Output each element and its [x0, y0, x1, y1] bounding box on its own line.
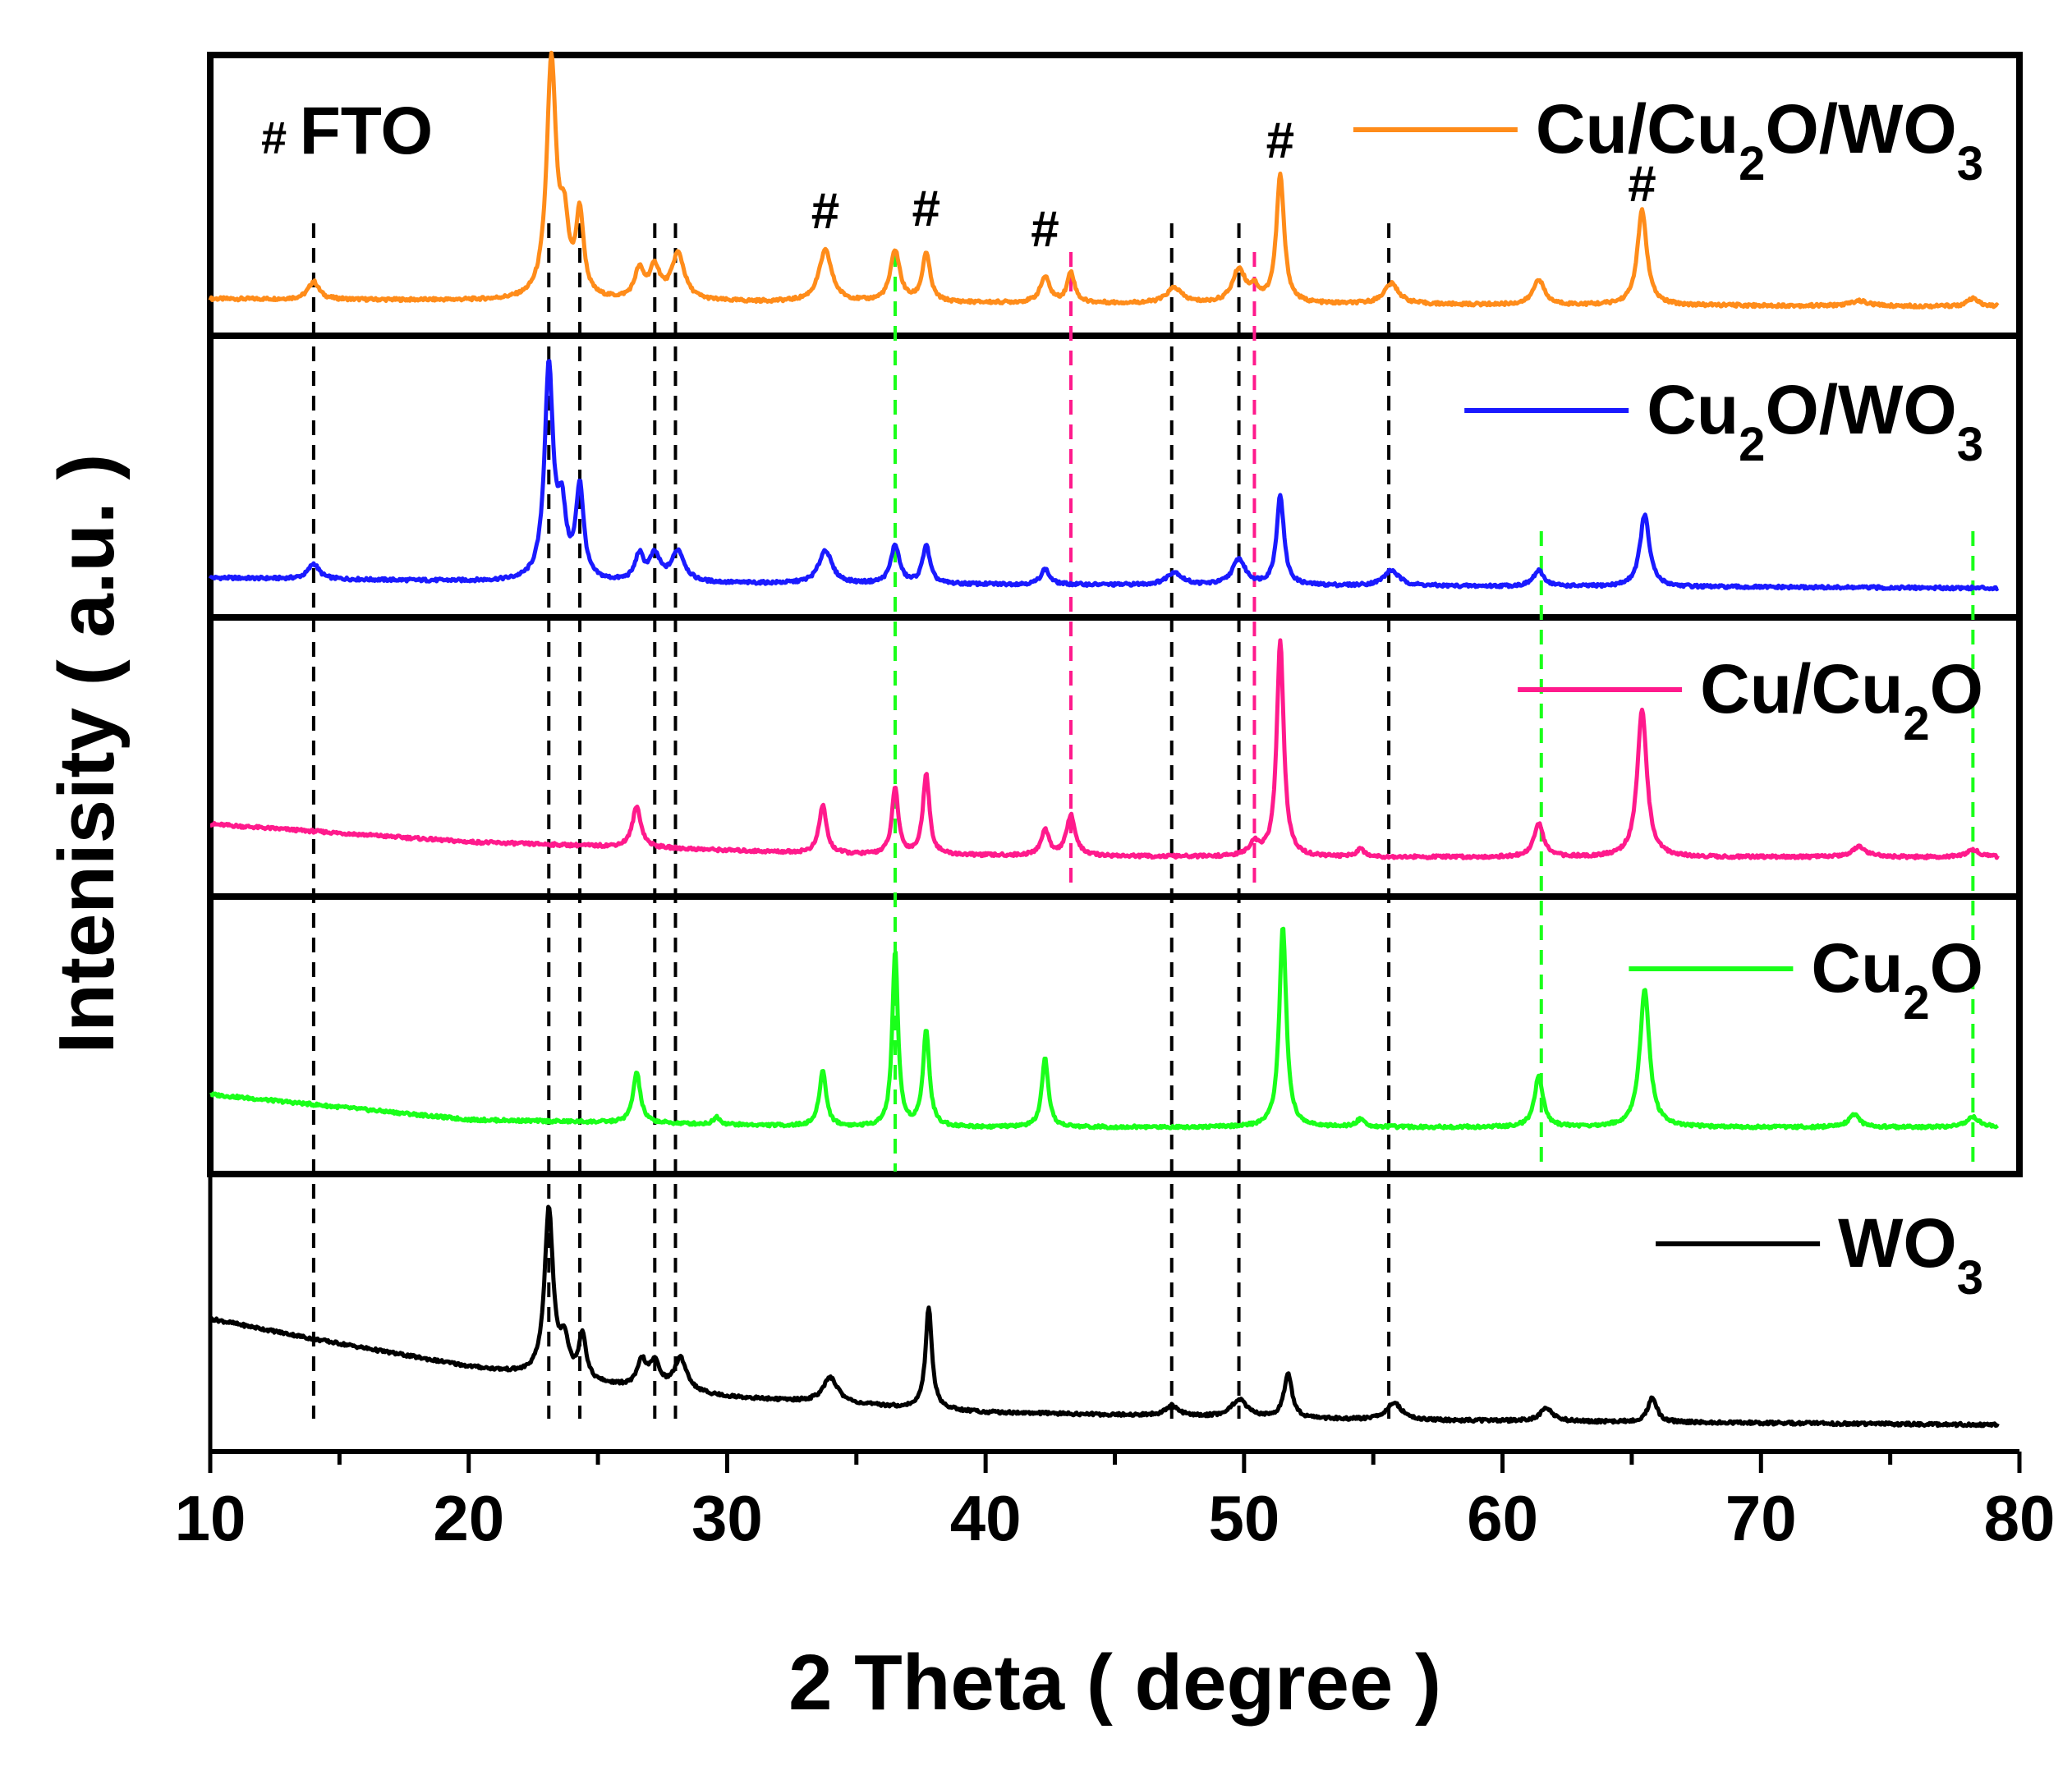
x-tick-label: 20: [433, 1482, 504, 1554]
peak-marker: #: [1031, 201, 1059, 258]
x-tick-label: 30: [691, 1482, 763, 1554]
series-line-wo3: [208, 1204, 2000, 1429]
legend-entry: Cu/Cu2O/WO3: [1353, 90, 1983, 190]
y-axis-title: Intenisity ( a.u. ): [43, 454, 131, 1054]
legend-entry: Cu2O: [1629, 929, 1983, 1030]
legend-label: Cu2O: [1811, 929, 1983, 1030]
x-tick-label: 60: [1467, 1482, 1538, 1554]
x-axis: 10 20 30 40 50 60 70 80: [175, 1449, 2056, 1554]
legend: Cu/Cu2O/WO3 Cu2O/WO3 Cu/Cu2O Cu2O WO3: [1353, 90, 1983, 1305]
panel-borders: [207, 52, 2023, 1452]
legend-entry: WO3: [1656, 1204, 1983, 1305]
x-axis-title: 2 Theta ( degree ): [788, 1639, 1441, 1727]
series-line-cu-cu2o: [209, 638, 2000, 860]
peak-marker: #: [912, 181, 940, 237]
legend-label: Cu/Cu2O: [1700, 650, 1983, 750]
peak-marker: #: [1628, 156, 1656, 213]
x-tick-label: 50: [1208, 1482, 1279, 1554]
series-lines: [208, 50, 2000, 1429]
legend-label: Cu2O/WO3: [1647, 371, 1983, 471]
legend-entry: Cu2O/WO3: [1464, 371, 1983, 471]
series-line-cu2o-wo3: [208, 359, 2000, 592]
peak-marker: #: [1266, 112, 1294, 169]
legend-entry: Cu/Cu2O: [1518, 650, 1983, 750]
peak-markers: # FTO # # # # #: [261, 94, 1656, 258]
x-tick-label: 40: [950, 1482, 1022, 1554]
legend-label: Cu/Cu2O/WO3: [1536, 90, 1983, 190]
reference-lines: [311, 223, 1975, 1419]
series-line-cu2o: [209, 926, 2000, 1131]
series-line-cu-cu2o-wo3: [208, 50, 2000, 310]
fto-label: # FTO: [261, 94, 433, 168]
x-tick-label: 10: [175, 1482, 246, 1554]
legend-label: WO3: [1838, 1204, 1983, 1305]
x-tick-label: 80: [1984, 1482, 2056, 1554]
peak-marker: #: [811, 183, 839, 240]
x-tick-label: 70: [1725, 1482, 1797, 1554]
